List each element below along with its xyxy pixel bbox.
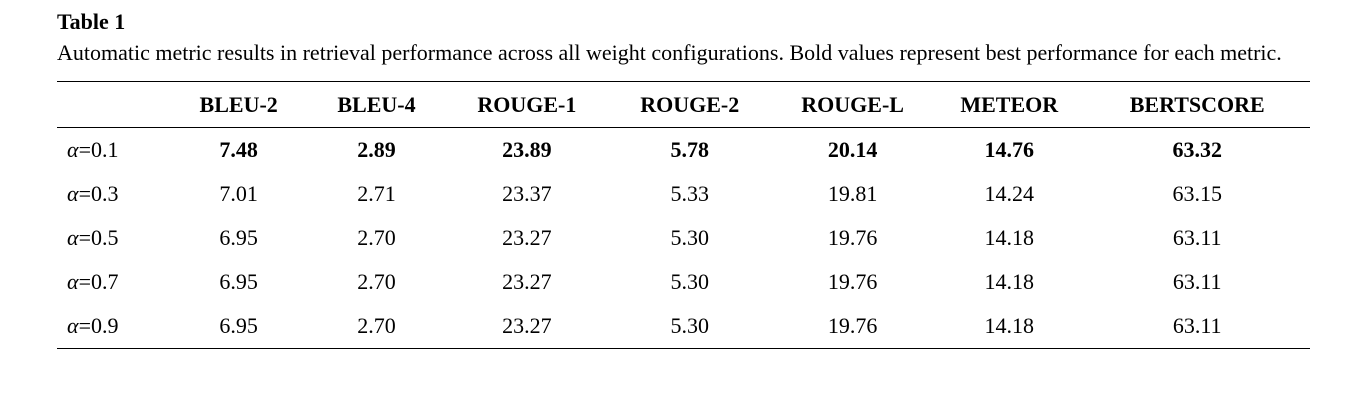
row-label: α=0.5: [67, 225, 119, 251]
table-row-alpha-0-7: α=0.7 6.95 2.70 23.27 5.30 19.76 14.18 6…: [57, 260, 1310, 304]
paper-page: Table 1 Automatic metric results in retr…: [57, 8, 1310, 350]
metric-value: 19.76: [827, 225, 878, 251]
metric-value: 6.95: [219, 269, 258, 295]
metric-value: 23.27: [502, 225, 552, 251]
metric-value: 19.81: [827, 181, 878, 207]
metric-value: 14.18: [984, 313, 1034, 339]
metric-value: 20.14: [827, 137, 878, 163]
table-row-alpha-0-9: α=0.9 6.95 2.70 23.27 5.30 19.76 14.18 6…: [57, 304, 1310, 349]
metric-value: 23.37: [502, 181, 552, 207]
table-row-alpha-0-5: α=0.5 6.95 2.70 23.27 5.30 19.76 14.18 6…: [57, 216, 1310, 260]
metric-value: 19.76: [827, 313, 878, 339]
metric-value: 63.15: [1172, 181, 1222, 207]
metric-value: 14.24: [984, 181, 1034, 207]
row-label: α=0.9: [67, 313, 119, 339]
table-caption-block: Table 1 Automatic metric results in retr…: [57, 8, 1310, 67]
metrics-table: BLEU-2 BLEU-4 ROUGE-1 ROUGE-2 ROUGE-L ME…: [57, 81, 1310, 350]
row-label: α=0.7: [67, 269, 119, 295]
table-caption-text: Automatic metric results in retrieval pe…: [57, 39, 1282, 65]
table-header-row: BLEU-2 BLEU-4 ROUGE-1 ROUGE-2 ROUGE-L ME…: [57, 82, 1310, 128]
header-rouge-2: ROUGE-2: [640, 92, 740, 118]
header-bleu-2: BLEU-2: [199, 92, 278, 118]
metric-value: 14.18: [984, 269, 1034, 295]
header-rouge-1: ROUGE-1: [477, 92, 577, 118]
metric-value: 2.70: [357, 313, 396, 339]
metric-value: 2.70: [357, 225, 396, 251]
metric-value: 63.32: [1172, 137, 1222, 163]
metric-value: 6.95: [219, 313, 258, 339]
metric-value: 2.89: [357, 137, 396, 163]
metric-value: 19.76: [827, 269, 878, 295]
metric-value: 5.33: [670, 181, 709, 207]
metric-value: 5.30: [670, 269, 709, 295]
header-bertscore: BERTSCORE: [1129, 92, 1265, 118]
metric-value: 63.11: [1172, 269, 1222, 295]
metric-value: 63.11: [1172, 225, 1222, 251]
metric-value: 2.71: [357, 181, 396, 207]
table-number-title: Table 1: [57, 9, 126, 34]
header-bleu-4: BLEU-4: [337, 92, 416, 118]
metric-value: 5.30: [670, 225, 709, 251]
metric-value: 14.76: [984, 137, 1034, 163]
metric-value: 7.01: [219, 181, 258, 207]
metric-value: 7.48: [219, 137, 258, 163]
metric-value: 63.11: [1172, 313, 1222, 339]
row-label: α=0.3: [67, 181, 119, 207]
table-row-alpha-0-3: α=0.3 7.01 2.71 23.37 5.33 19.81 14.24 6…: [57, 172, 1310, 216]
metric-value: 14.18: [984, 225, 1034, 251]
metric-value: 2.70: [357, 269, 396, 295]
header-meteor: METEOR: [960, 92, 1059, 118]
metric-value: 23.27: [502, 269, 552, 295]
metric-value: 5.78: [670, 137, 709, 163]
header-rouge-l: ROUGE-L: [801, 92, 904, 118]
metric-value: 6.95: [219, 225, 258, 251]
metric-value: 23.27: [502, 313, 552, 339]
row-label: α=0.1: [67, 137, 119, 163]
metric-value: 23.89: [502, 137, 552, 163]
header-empty-cell: [57, 82, 170, 128]
metric-value: 5.30: [670, 313, 709, 339]
table-row-alpha-0-1: α=0.1 7.48 2.89 23.89 5.78 20.14 14.76 6…: [57, 128, 1310, 173]
